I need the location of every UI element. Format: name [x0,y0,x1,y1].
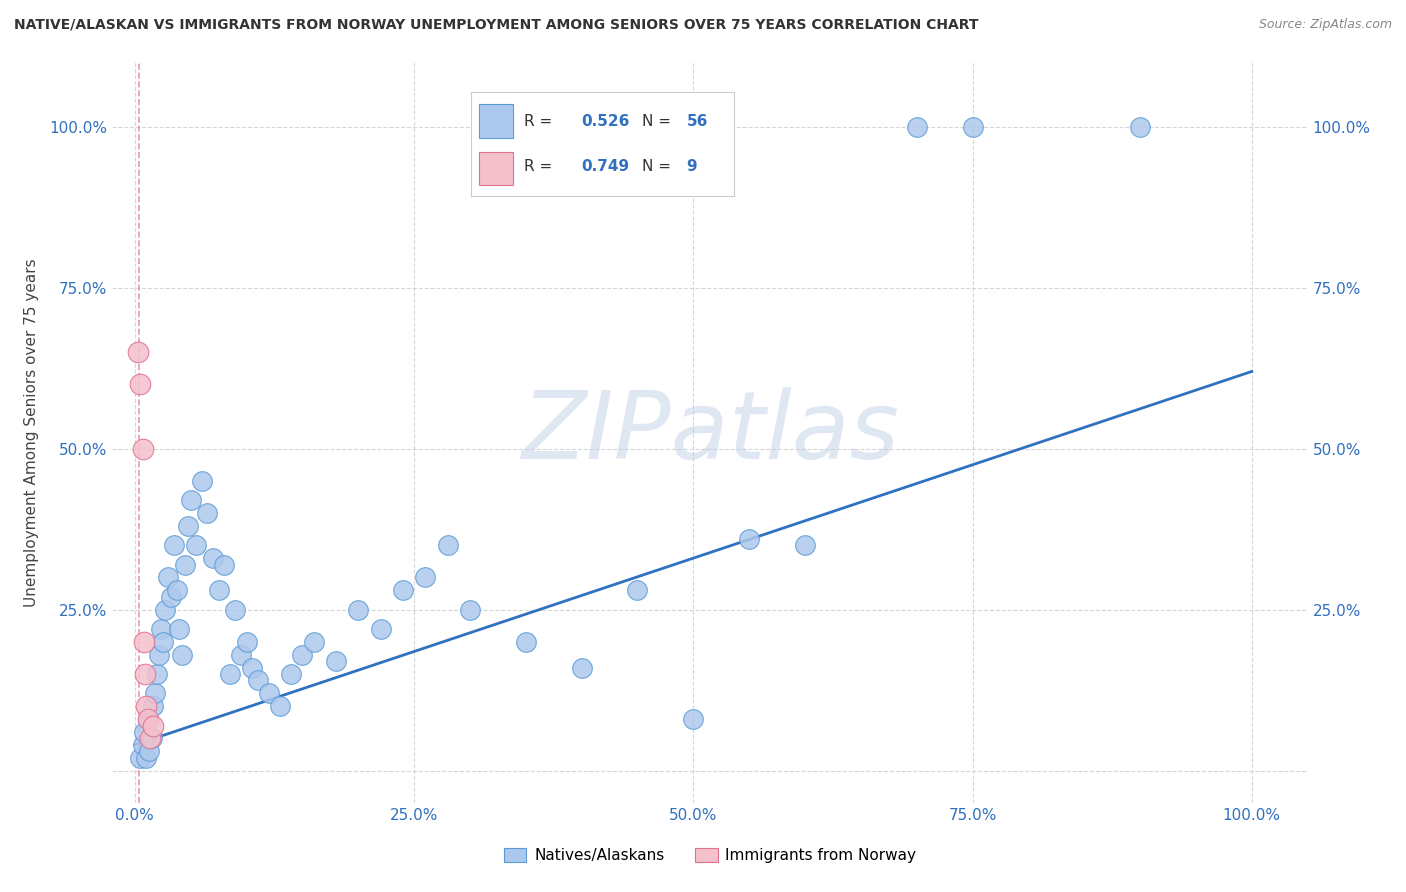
Point [218,667,240,681]
Point [413,570,436,584]
Point [905,120,928,134]
Point [246,673,269,688]
Point [163,538,186,552]
Point [129,750,152,764]
Point [134,667,156,681]
Point [136,712,159,726]
Point [135,750,157,764]
Point [131,738,153,752]
Point [229,648,252,662]
Point [571,660,593,674]
Point [201,551,224,566]
Legend: Natives/Alaskans, Immigrants from Norway: Natives/Alaskans, Immigrants from Norway [498,842,922,869]
Text: Source: ZipAtlas.com: Source: ZipAtlas.com [1258,18,1392,31]
Point [458,602,481,616]
Point [177,519,200,533]
Point [302,635,325,649]
Point [240,660,263,674]
Point [135,699,157,714]
Point [136,712,159,726]
Point [207,583,229,598]
Point [142,699,165,714]
Point [131,442,153,456]
Point [269,699,291,714]
Point [962,120,984,134]
Text: NATIVE/ALASKAN VS IMMIGRANTS FROM NORWAY UNEMPLOYMENT AMONG SENIORS OVER 75 YEAR: NATIVE/ALASKAN VS IMMIGRANTS FROM NORWAY… [14,18,979,32]
Point [325,654,347,668]
Point [212,558,235,572]
Point [142,718,165,732]
Point [515,635,537,649]
Point [169,622,191,636]
Point [682,712,704,726]
Point [174,558,197,572]
Point [159,590,181,604]
Point [149,622,172,636]
Point [197,506,219,520]
Text: ZIPatlas: ZIPatlas [522,387,898,478]
Point [138,744,160,758]
Point [166,583,188,598]
Point [146,667,169,681]
Point [132,635,155,649]
Point [127,345,149,359]
Point [186,538,208,552]
Point [280,667,302,681]
Point [738,532,761,546]
Point [143,686,166,700]
Point [191,474,214,488]
Point [392,583,415,598]
Point [141,731,163,746]
Point [626,583,648,598]
Point [157,570,180,584]
Point [347,602,370,616]
Point [436,538,458,552]
Y-axis label: Unemployment Among Seniors over 75 years: Unemployment Among Seniors over 75 years [24,259,38,607]
Point [235,635,257,649]
Point [224,602,246,616]
Point [129,377,152,392]
Point [794,538,817,552]
Point [153,602,176,616]
Point [139,731,162,746]
Point [291,648,314,662]
Point [148,648,170,662]
Point [257,686,280,700]
Point [180,493,202,508]
Point [152,635,174,649]
Point [132,725,155,739]
Point [170,648,193,662]
Point [370,622,392,636]
Point [1129,120,1152,134]
